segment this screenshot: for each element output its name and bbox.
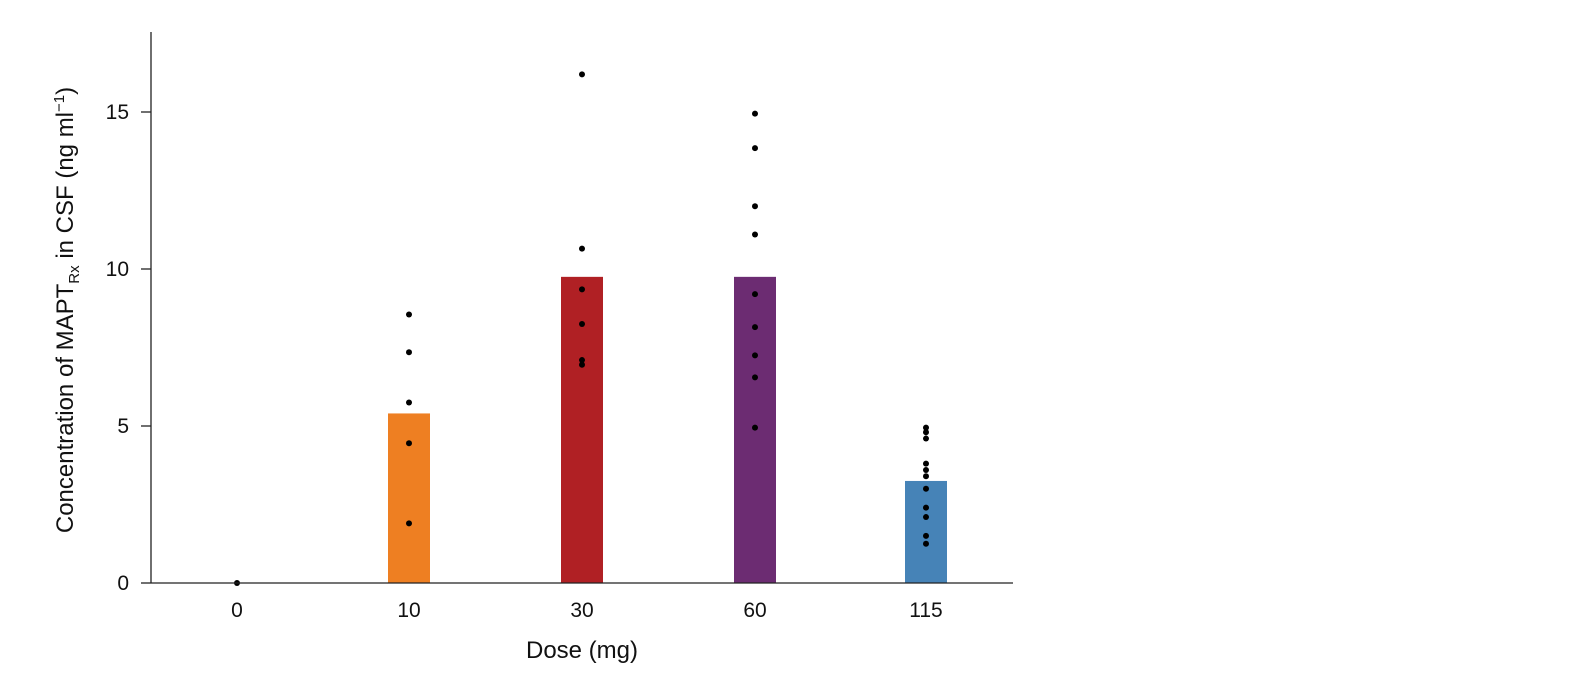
x-tick-label-115: 115 [909,599,942,622]
y-tick-label-0: 0 [117,572,129,595]
y-tick-label-10: 10 [106,258,129,281]
y-axis-title-subscript: Rx [66,265,83,284]
x-tick-label-60: 60 [743,599,766,622]
data-point-dose-30-2 [579,245,585,252]
data-point-dose-115-11 [923,540,929,547]
data-point-dose-60-2 [752,145,758,152]
data-point-dose-10-1 [406,311,412,318]
data-point-dose-30-5 [579,357,585,364]
data-point-dose-30-1 [579,71,585,78]
data-point-dose-115-3 [923,435,929,442]
data-point-dose-115-9 [923,514,929,521]
y-axis-title-middle: in CSF (ng ml [52,112,79,265]
data-point-dose-60-4 [752,231,758,238]
data-point-dose-60-3 [752,203,758,210]
axes-layer [150,32,1013,584]
y-tick-label-15: 15 [106,101,129,124]
data-point-dose-115-8 [923,504,929,511]
data-point-dose-60-5 [752,291,758,298]
x-ticks-layer: 0 10 30 60 115 [231,599,943,622]
data-point-dose-10-2 [406,349,412,356]
data-point-dose-115-5 [923,466,929,473]
data-point-dose-60-6 [752,324,758,331]
data-point-dose-60-8 [752,374,758,381]
data-point-dose-10-5 [406,520,412,527]
data-point-dose-115-6 [923,473,929,480]
data-point-dose-115-7 [923,485,929,492]
x-axis-title: Dose (mg) [526,637,638,664]
data-point-dose-10-4 [406,440,412,447]
data-point-dose-115-10 [923,532,929,539]
data-point-dose-30-4 [579,320,585,327]
y-axis-title-superscript: −1 [51,95,68,112]
data-point-dose-30-6 [579,361,585,368]
data-point-dose-60-7 [752,352,758,359]
bar-dose-30 [561,276,603,583]
data-point-dose-30-3 [579,286,585,293]
data-point-dose-60-1 [752,110,758,117]
bars-layer [388,276,947,583]
data-point-dose-115-2 [923,429,929,436]
y-tick-label-5: 5 [117,415,129,438]
data-point-dose-115-4 [923,460,929,467]
x-tick-label-30: 30 [570,599,593,622]
data-point-dose-60-9 [752,424,758,431]
bar-dose-115 [905,480,947,583]
x-tick-label-10: 10 [397,599,420,622]
y-axis-title-prefix: Concentration of MAPT [52,283,79,533]
data-point-dose-115-1 [923,424,929,431]
data-point-dose-10-3 [406,399,412,406]
points-layer [234,71,929,586]
bar-dose-10 [388,413,430,583]
y-ticks-layer: 0 5 10 15 [106,101,151,595]
y-axis-title: Concentration of MAPTRx in CSF (ng ml−1) [51,87,83,533]
x-tick-label-0: 0 [231,599,243,622]
y-axis-title-suffix: ) [52,87,79,95]
